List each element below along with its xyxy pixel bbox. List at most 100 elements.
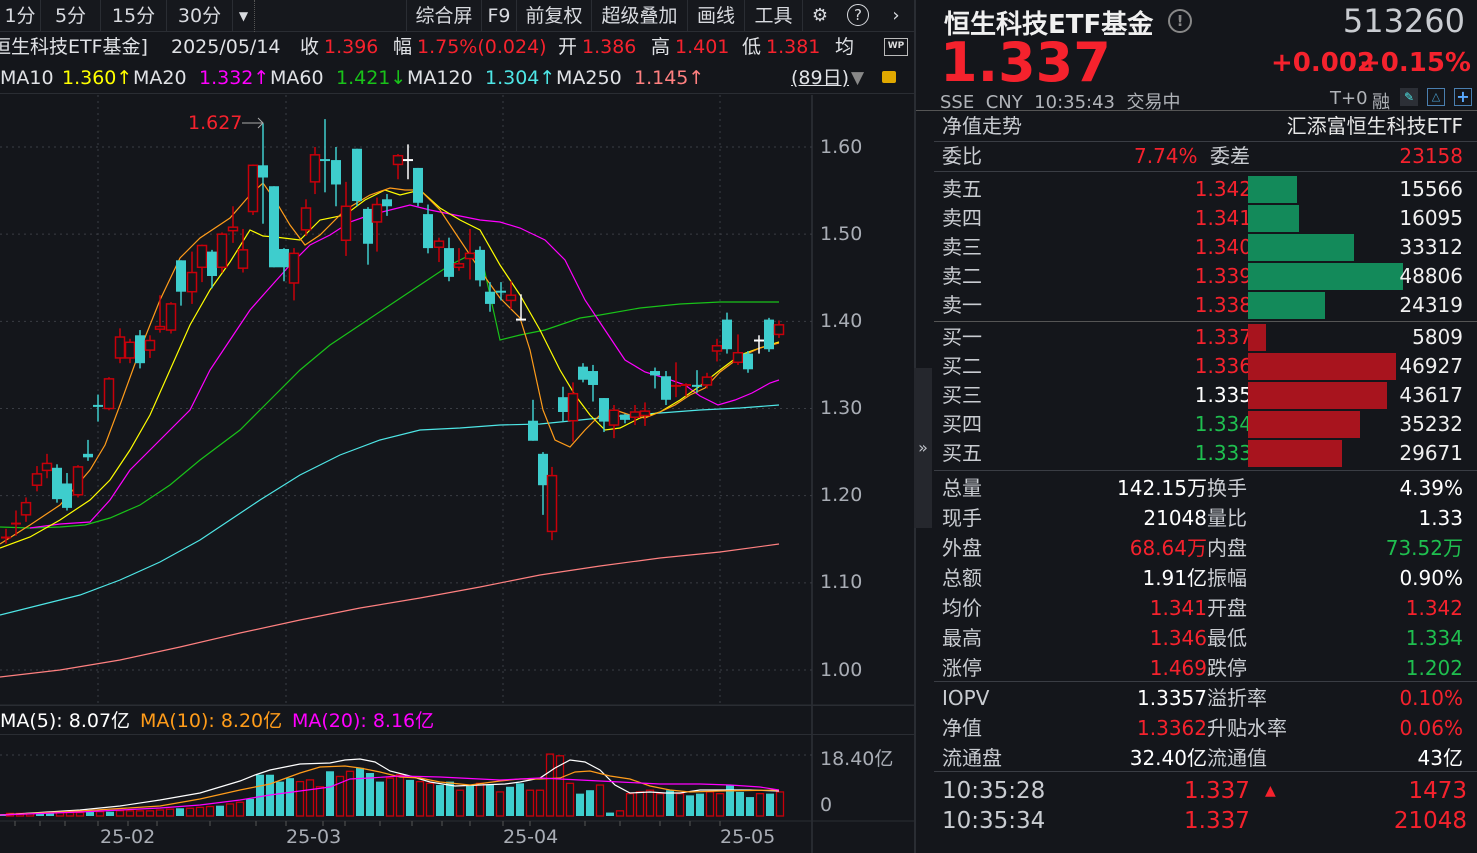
order-book-row[interactable]: 买三 1.335 43617 [942,381,1463,410]
candlestick-chart[interactable] [0,95,914,853]
volume-bar [395,774,405,817]
volume-bar [286,778,294,816]
order-book-row[interactable]: 买五 1.333 29671 [942,439,1463,468]
volume-bar [425,782,435,817]
candle [331,147,341,207]
candle [300,199,312,236]
stat-label: 现手 [942,506,982,530]
volume-bar [535,789,545,817]
stat-value: 32.40亿 [1129,746,1207,770]
volume-bar [115,810,125,817]
plus-icon[interactable]: + [1454,88,1472,106]
collapse-panel-button[interactable]: » [914,368,932,528]
info-circle-icon[interactable]: ! [1168,9,1192,33]
stat-value: 0.10% [1399,686,1463,710]
candle [114,328,126,364]
chevron-right-icon[interactable]: › [892,5,900,26]
candle [176,260,186,306]
candle [207,249,217,289]
gear-icon[interactable]: ⚙ [811,5,829,26]
volume-bar [385,777,395,817]
candle [754,335,764,354]
stat-value: 142.15万 [1117,476,1207,500]
period-1min[interactable]: 1分 [0,0,41,32]
unlock-icon[interactable] [882,71,896,83]
level-label: 买三 [942,383,982,407]
change-label: 幅 [393,36,413,58]
composite-screen-button[interactable]: 综合屏 [406,0,482,32]
order-book-row[interactable]: 买二 1.336 46927 [942,352,1463,381]
order-book-row[interactable]: 买一 1.337 5809 [942,323,1463,352]
volume-bar [125,810,135,817]
wp-monitor-icon[interactable]: WP [884,38,908,56]
volume-bar [545,753,555,817]
tools-button[interactable]: 工具 [745,0,803,32]
f9-button[interactable]: F9 [482,0,517,32]
pencil-icon[interactable]: ✎ [1400,88,1418,106]
volume-bar [486,785,494,816]
order-book-row[interactable]: 买四 1.334 35232 [942,410,1463,439]
candle [93,394,103,422]
order-book-row[interactable]: 卖二 1.339 48806 [942,262,1463,291]
stat-label: 升贴水率 [1207,716,1287,740]
candle [578,363,588,383]
stat-value: 1.3357 [1137,686,1207,710]
level-volume: 24319 [1399,293,1463,317]
help-icon[interactable]: ? [847,4,869,26]
order-book-row[interactable]: 卖一 1.338 24319 [942,291,1463,320]
candle [1,528,11,544]
stat-value: 1.342 [1405,596,1463,620]
volume-bar [525,789,535,817]
range-dropdown-icon[interactable]: ▼ [851,68,865,88]
candle [485,282,495,312]
candle [247,164,259,215]
order-book-row[interactable]: 卖五 1.342 15566 [942,175,1463,204]
stat-label: 溢折率 [1207,686,1267,710]
ma20-value: 1.332↑ [199,67,270,89]
super-overlay-button[interactable]: 超级叠加 [592,0,688,32]
level-label: 卖二 [942,264,982,288]
range-selector[interactable]: (89日) [791,67,850,89]
period-15min[interactable]: 15分 [101,0,167,32]
draw-line-button[interactable]: 画线 [688,0,745,32]
y-tick: 1.50 [820,223,863,245]
candle [505,281,517,310]
volume-bar [106,811,114,816]
tick-price: 1.337 [1184,808,1250,834]
level-volume: 16095 [1399,206,1463,230]
volume-bar [315,786,325,817]
stat-value: 1.346 [1149,626,1207,650]
order-book-row[interactable]: 卖四 1.341 16095 [942,204,1463,233]
ma-info-row: MA10 1.360↑ MA20 1.332↑ MA60 1.421↓ MA12… [0,63,914,94]
stat-row: 涨停 1.469 跌停 1.202 [942,653,1463,683]
level-label: 买四 [942,412,982,436]
volume-bar [46,812,54,816]
volume-bar [1248,353,1396,380]
tick-volume: 1473 [1408,778,1467,804]
level-price: 1.342 [1194,177,1252,201]
security-name: 恒生科技ETF基金] [0,36,148,58]
candle [392,153,404,180]
currency: CNY [985,92,1023,113]
stat-row: 流通盘 32.40亿 流通值 43亿 [942,743,1463,773]
volume-bar [645,789,655,817]
nav-trend-link[interactable]: 净值走势 [942,114,1022,138]
volume-bar [466,785,474,816]
stat-value: 1.91亿 [1142,566,1207,590]
y-tick: 1.60 [820,136,863,158]
period-30min[interactable]: 30分 [167,0,233,32]
volume-bar [36,813,44,816]
volume-bar [715,792,725,817]
filter-dropdown-icon[interactable]: ▼ [233,0,255,32]
nav-trend-row[interactable]: 净值走势 汇添富恒生科技ETF [942,112,1463,141]
candle [237,228,249,273]
stat-row: 总量 142.15万 换手 4.39% [942,473,1463,503]
level-volume: 43617 [1399,383,1463,407]
adjust-price-button[interactable]: 前复权 [517,0,592,32]
volume-bar [666,790,674,816]
candle [433,237,445,263]
order-book-row[interactable]: 卖三 1.340 33312 [942,233,1463,262]
candle [144,335,156,358]
bell-icon[interactable]: △ [1427,88,1445,106]
period-5min[interactable]: 5分 [41,0,101,32]
